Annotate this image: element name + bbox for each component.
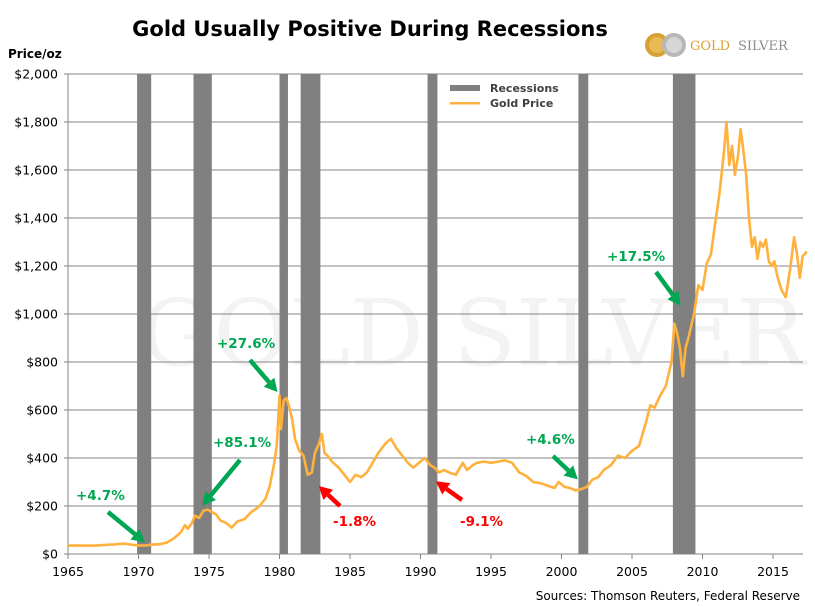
x-tick-label: 2010 <box>687 564 719 579</box>
annotation-label: -1.8% <box>333 514 377 530</box>
gold-coin-face <box>649 37 665 53</box>
annotation-arrow-head-icon <box>435 481 451 495</box>
x-tick-label: 1995 <box>475 564 507 579</box>
annotation-label: +85.1% <box>213 435 272 451</box>
x-tick-label: 2000 <box>546 564 578 579</box>
annotation: +4.6% <box>526 432 578 480</box>
annotation-arrow-shaft <box>445 486 464 502</box>
recession-band <box>300 74 321 554</box>
annotation-arrow-shaft <box>551 454 570 473</box>
source-note: Sources: Thomson Reuters, Federal Reserv… <box>536 589 800 603</box>
annotation: -9.1% <box>435 481 504 530</box>
legend-swatch-recessions <box>450 85 480 91</box>
annotation-label: +4.7% <box>76 488 125 504</box>
legend-label-recessions: Recessions <box>490 82 559 95</box>
annotation-arrow-shaft <box>326 493 342 508</box>
chart-title: Gold Usually Positive During Recessions <box>132 17 608 41</box>
annotation-arrow-shaft <box>208 458 242 498</box>
annotation-arrow-shaft <box>248 358 271 384</box>
y-tick-label: $1,600 <box>14 163 58 178</box>
y-tick-label: $600 <box>26 403 58 418</box>
gold-price-line <box>68 120 808 547</box>
logo: GOLD SILVER <box>645 33 789 57</box>
y-tick-label: $0 <box>42 547 58 562</box>
annotation-arrow-head-icon <box>130 528 145 543</box>
y-tick-label: $200 <box>26 499 58 514</box>
silver-coin-face <box>666 37 682 53</box>
annotation-label: +27.6% <box>217 336 276 352</box>
annotation: +17.5% <box>607 249 681 306</box>
annotation-arrow-shaft <box>106 510 137 536</box>
annotations: +4.7% +85.1% +27.6% -1.8% -9.1% +4.6% +17.5% <box>76 249 681 543</box>
watermark: GOLD SILVER <box>140 280 808 387</box>
annotation-arrow-head-icon <box>263 377 278 392</box>
x-tick-label: 1985 <box>334 564 366 579</box>
annotation: +85.1% <box>202 435 272 506</box>
x-tick-label: 2005 <box>616 564 648 579</box>
y-tick-label: $1,800 <box>14 115 58 130</box>
legend-swatch-gold <box>450 102 480 105</box>
recession-band <box>193 74 212 554</box>
recession-bands <box>137 74 696 554</box>
legend: Recessions Gold Price <box>450 82 559 110</box>
legend-label-gold: Gold Price <box>490 97 553 110</box>
y-axis-label: Price/oz <box>8 47 62 61</box>
x-tick-label: 1980 <box>264 564 296 579</box>
recession-band <box>137 74 152 554</box>
recession-band <box>279 74 288 554</box>
y-tick-label: $1,400 <box>14 211 58 226</box>
x-tick-label: 1975 <box>193 564 225 579</box>
logo-gold-text: GOLD <box>690 39 730 54</box>
recession-band <box>578 74 589 554</box>
annotation-arrow-head-icon <box>318 486 334 501</box>
annotation-arrow-shaft <box>654 270 675 297</box>
x-tick-label: 1965 <box>52 564 84 579</box>
axes: $0 $200 $400 $600 $800 $1,000 $1,200 $1,400 $1,6… <box>14 67 803 579</box>
annotation-arrow-head-icon <box>563 465 578 480</box>
x-tick-label: 2015 <box>757 564 789 579</box>
annotation: +4.7% <box>76 488 145 543</box>
recession-band <box>427 74 438 554</box>
x-tick-label: 1990 <box>405 564 437 579</box>
y-tick-label: $800 <box>26 355 58 370</box>
annotation: -1.8% <box>318 486 377 530</box>
y-tick-label: $400 <box>26 451 58 466</box>
annotation-label: -9.1% <box>460 514 504 530</box>
annotation-label: +4.6% <box>526 432 575 448</box>
x-tick-label: 1970 <box>123 564 155 579</box>
annotation-arrow-head-icon <box>667 290 681 306</box>
annotation-label: +17.5% <box>607 249 666 265</box>
y-tick-label: $1,200 <box>14 259 58 274</box>
logo-silver-text: SILVER <box>738 39 789 54</box>
y-tick-label: $2,000 <box>14 67 58 82</box>
annotation: +27.6% <box>217 336 278 392</box>
annotation-arrow-head-icon <box>202 491 217 506</box>
y-tick-label: $1,000 <box>14 307 58 322</box>
recession-band <box>672 74 696 554</box>
